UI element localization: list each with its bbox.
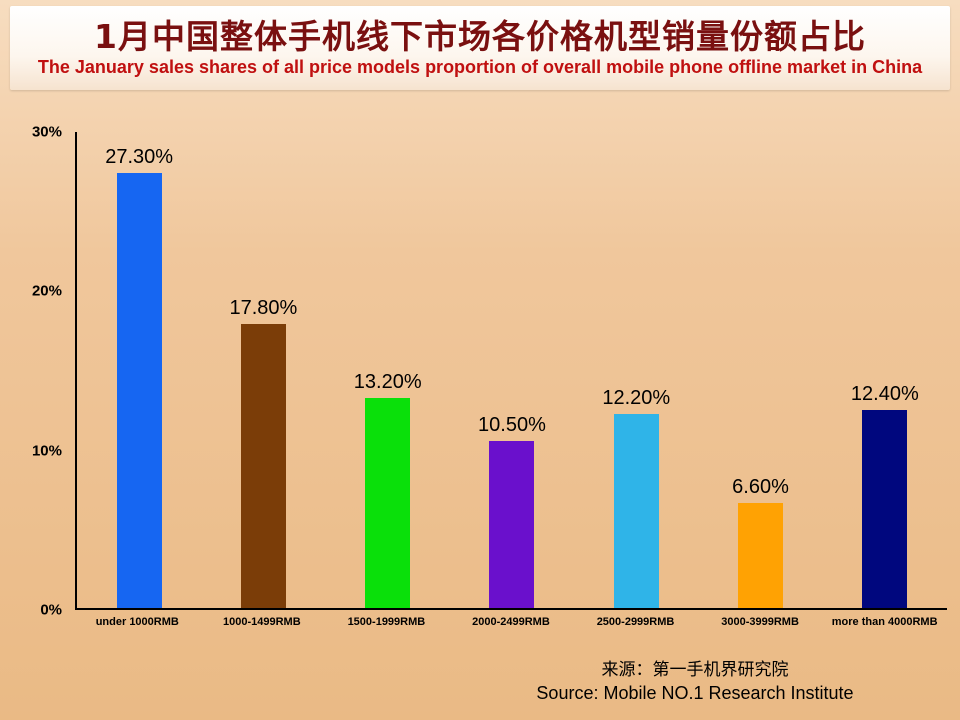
bar-value-label: 13.20% <box>353 370 422 393</box>
x-axis-label: under 1000RMB <box>95 616 179 628</box>
y-axis: 0% 10% 20% 30% <box>0 124 70 619</box>
bar-slot: 12.20% <box>574 132 698 608</box>
x-axis-label: 2000-2499RMB <box>472 616 550 628</box>
x-axis-label: 1000-1499RMB <box>223 616 301 628</box>
bar-slot: 27.30% <box>77 132 201 608</box>
plot-area: 27.30% 17.80% 13.20% 10.50% 12.20% 6.60% 12.40… <box>75 132 947 610</box>
bar-slot: 17.80% <box>201 132 325 608</box>
bar-value-label: 12.40% <box>850 383 919 406</box>
bar <box>738 502 784 608</box>
bar <box>489 440 535 608</box>
bar <box>613 413 659 608</box>
bar-slot: 13.20% <box>326 132 450 608</box>
bar <box>862 410 908 608</box>
x-axis-labels: under 1000RMB 1000-1499RMB 1500-1999RMB 200… <box>75 616 947 628</box>
bar <box>240 324 286 608</box>
source-text-english: Source: Mobile NO.1 Research Institute <box>536 683 854 703</box>
bar-slot: 12.40% <box>823 132 947 608</box>
bar <box>116 173 162 608</box>
chart-title-chinese: 1月中国整体手机线下市场各价格机型销量份额占比 <box>94 16 866 56</box>
chart-title-english: The January sales shares of all price mo… <box>37 57 923 78</box>
y-tick-label: 0% <box>40 601 62 619</box>
bar-slot: 10.50% <box>450 132 574 608</box>
x-axis-label: 1500-1999RMB <box>347 616 426 628</box>
bar-slot: 6.60% <box>698 132 822 608</box>
bar-value-label: 10.50% <box>478 413 546 436</box>
bar-chart: 0% 10% 20% 30% 27.30% 17.80% 13.20% 10.50% 12.2… <box>0 100 960 660</box>
bars-row: 27.30% 17.80% 13.20% 10.50% 12.20% 6.60% 12.40… <box>77 132 947 608</box>
x-axis-label: 3000-3999RMB <box>721 616 799 628</box>
title-banner: 1月中国整体手机线下市场各价格机型销量份额占比 The January sale… <box>10 6 950 90</box>
y-tick-label: 20% <box>31 282 62 300</box>
y-tick-label: 30% <box>31 123 62 141</box>
bar <box>365 397 411 608</box>
x-axis-label: more than 4000RMB <box>831 616 938 628</box>
source-block: 来源：第一手机界研究院 Source: Mobile NO.1 Research… <box>0 655 960 704</box>
y-tick-label: 10% <box>31 442 62 460</box>
source-text-chinese: 来源：第一手机界研究院 <box>601 660 789 680</box>
bar-value-label: 27.30% <box>105 146 174 169</box>
x-axis-label: 2500-2999RMB <box>596 616 675 628</box>
bar-value-label: 6.60% <box>732 475 789 498</box>
bar-value-label: 12.20% <box>602 386 671 409</box>
bar-value-label: 17.80% <box>229 297 298 320</box>
